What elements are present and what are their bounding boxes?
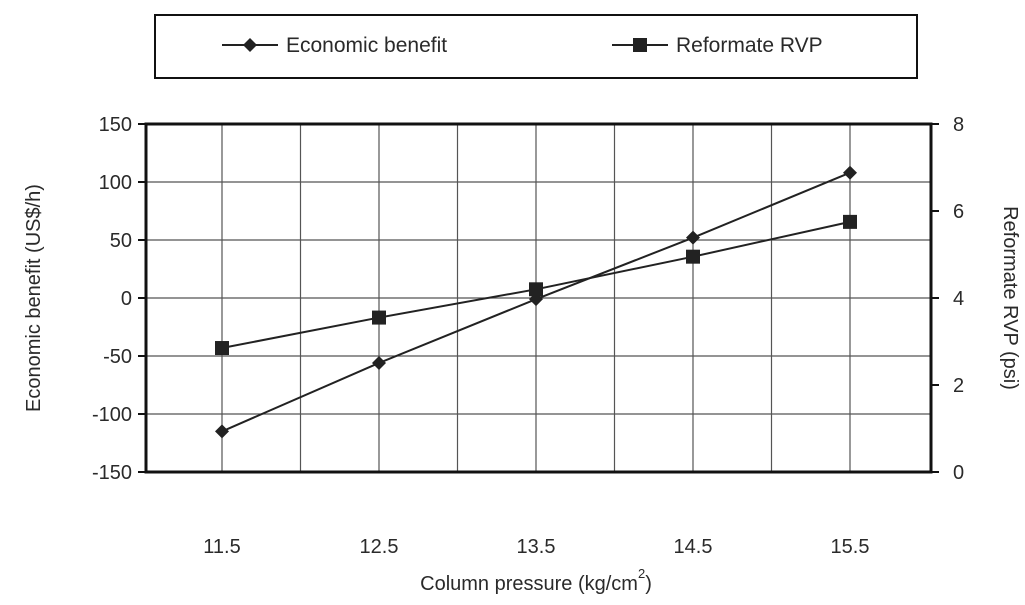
x-axis-title-superscript: 2 [638, 566, 645, 581]
x-tick-label: 15.5 [831, 536, 870, 558]
axes: 150 100 50 0 -50 -100 -150 8 6 4 2 0 11.5 12.5 13.5 14.… [92, 114, 964, 558]
y-axis-title-left: Economic benefit (US$/h) [23, 184, 45, 412]
legend-item-economic-benefit: Economic benefit [222, 34, 447, 57]
y-tick-label-left: -150 [92, 462, 132, 484]
x-axis-title-suffix: ) [645, 573, 652, 595]
series-reformate-rvp [215, 214, 857, 356]
x-axis-title-main: Column pressure (kg/cm [420, 573, 638, 595]
legend: Economic benefit Reformate RVP [154, 14, 918, 79]
x-axis-title: Column pressure (kg/cm2) [420, 566, 652, 595]
legend-marker-square [633, 38, 647, 52]
legend-marker-diamond [243, 38, 257, 52]
y-tick-label-left: 0 [121, 288, 132, 310]
x-tick-label: 11.5 [203, 536, 240, 558]
data-point-square [372, 310, 386, 325]
data-point-diamond [372, 355, 386, 370]
legend-label: Reformate RVP [676, 34, 823, 57]
data-point-square [843, 214, 857, 229]
x-tick-label: 13.5 [517, 536, 556, 558]
y-tick-label-right: 0 [953, 462, 964, 484]
data-point-diamond [686, 230, 700, 245]
data-point-square [529, 282, 543, 297]
data-point-square [215, 341, 229, 356]
x-tick-label: 14.5 [674, 536, 713, 558]
series [215, 165, 857, 439]
legend-item-reformate-rvp: Reformate RVP [612, 34, 823, 57]
y-tick-label-right: 4 [953, 288, 964, 310]
y-tick-label-left: -50 [103, 346, 132, 368]
y-tick-label-left: 100 [99, 172, 132, 194]
series-economic-benefit [215, 165, 857, 439]
x-tick-label: 12.5 [360, 536, 399, 558]
y-tick-label-left: -100 [92, 404, 132, 426]
y-tick-label-left: 50 [110, 230, 132, 252]
legend-box [154, 14, 918, 79]
y-tick-label-right: 8 [953, 114, 964, 136]
y-tick-label-right: 2 [953, 375, 964, 397]
data-point-square [686, 249, 700, 264]
data-point-diamond [215, 424, 229, 439]
y-tick-label-right: 6 [953, 201, 964, 223]
data-point-diamond [843, 165, 857, 180]
y-axis-title-right: Reformate RVP (psi) [999, 206, 1021, 390]
y-tick-label-left: 150 [99, 114, 132, 136]
legend-label: Economic benefit [286, 34, 447, 57]
